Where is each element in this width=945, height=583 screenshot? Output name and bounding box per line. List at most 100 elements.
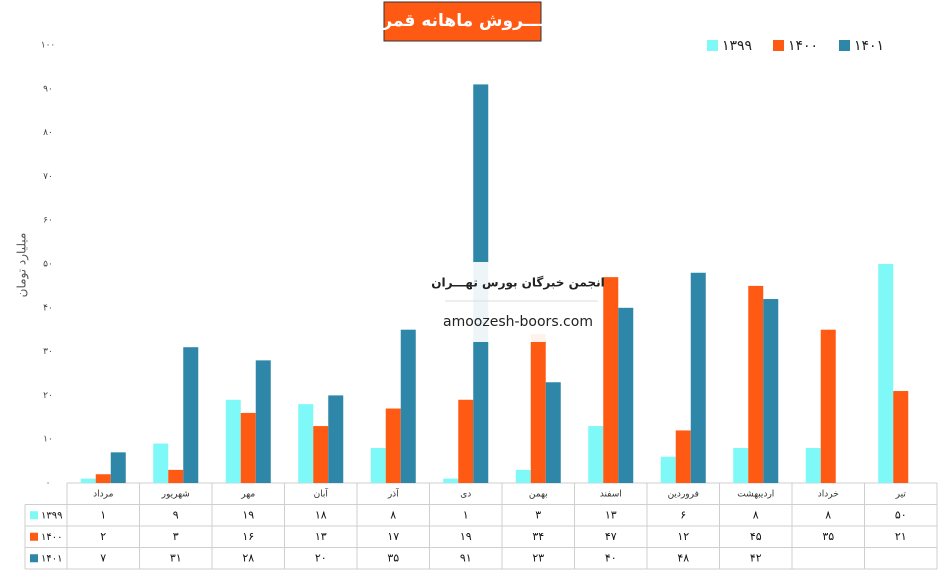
- bar: [298, 404, 314, 483]
- table-series-name: ۱۴۰۱: [41, 553, 62, 564]
- x-tick-label: بهمن: [529, 489, 548, 499]
- table-cell: ۱۷: [387, 530, 399, 543]
- legend-label: ۱۴۰۱: [854, 38, 884, 54]
- bar: [820, 329, 836, 483]
- watermark-url: amoozesh-boors.com: [443, 314, 593, 330]
- bar: [878, 264, 894, 483]
- bar: [660, 456, 676, 483]
- bar: [603, 277, 619, 483]
- table-cell: ۳۴: [532, 530, 544, 543]
- table-cell: ۱۳: [605, 508, 617, 521]
- y-tick-label: ۳۰: [43, 347, 53, 357]
- table-cell: ۲: [100, 530, 106, 543]
- chart-title: فـــروش ماهانه قمرو: [371, 11, 552, 31]
- legend-swatch: [773, 40, 784, 51]
- table-cell: ۱۹: [460, 530, 472, 543]
- bar: [240, 412, 256, 483]
- bar: [370, 447, 386, 483]
- table-cell: ۴۷: [605, 530, 617, 543]
- table-cell: ۲۰: [315, 551, 327, 564]
- bar: [183, 347, 199, 483]
- y-tick-label: ۱۰: [43, 435, 53, 445]
- table-cell: ۱۹: [242, 508, 254, 521]
- bar: [400, 329, 416, 483]
- bar: [110, 452, 126, 483]
- table-cell: ۳۱: [170, 551, 182, 564]
- bar: [545, 382, 561, 483]
- table-cell: ۴۵: [750, 530, 762, 543]
- table-cell: ۳۵: [387, 551, 399, 564]
- bar: [328, 395, 344, 483]
- legend-label: ۱۳۹۹: [722, 38, 752, 54]
- bar: [515, 469, 531, 483]
- x-tick-label: اسفند: [600, 489, 622, 499]
- y-tick-label: ۱۰۰: [41, 41, 56, 51]
- legend-swatch: [839, 40, 850, 51]
- x-tick-label: مرداد: [93, 489, 113, 499]
- bar: [763, 299, 779, 483]
- table-cell: ۳: [535, 508, 541, 521]
- x-tick-label: شهریور: [161, 489, 190, 499]
- bar: [748, 285, 764, 483]
- table-cell: ۹۱: [460, 551, 472, 564]
- y-tick-label: ۹۰: [43, 84, 53, 94]
- table-cell: ۲۳: [532, 551, 544, 564]
- table-cell: ۱۲: [677, 530, 689, 543]
- table-cell: ۱۶: [242, 530, 254, 543]
- bar: [588, 426, 604, 483]
- table-cell: ۱: [463, 508, 469, 521]
- table-cell: ۱۸: [315, 508, 327, 521]
- y-tick-label: ۲۰: [43, 391, 53, 401]
- table-cell: ۳: [173, 530, 179, 543]
- bar: [530, 334, 546, 483]
- bar: [255, 360, 271, 483]
- y-axis-label: میلیارد تومان: [15, 233, 30, 298]
- bar: [675, 430, 691, 483]
- bar: [805, 447, 821, 483]
- table-cell: ۴۸: [677, 551, 689, 564]
- table-legend-swatch: [30, 511, 38, 520]
- x-tick-label: اردیبهشت: [737, 489, 774, 499]
- bar: [443, 478, 459, 483]
- watermark: انجمن خبرگان بورس تهـــران amoozesh-boor…: [431, 262, 605, 342]
- table-cell: ۸: [753, 508, 759, 521]
- x-tick-label: آذر: [387, 487, 399, 499]
- bar: [893, 391, 909, 483]
- table-cell: ۳۵: [822, 530, 834, 543]
- watermark-box: [437, 262, 599, 342]
- y-tick-label: ۶۰: [43, 216, 53, 226]
- table-cell: ۴۰: [605, 551, 617, 564]
- table-cell: ۸: [825, 508, 831, 521]
- y-tick-label: ۴۰: [43, 303, 53, 313]
- y-tick-label: ۷۰: [43, 172, 53, 182]
- table-series-name: ۱۴۰۰: [41, 532, 62, 543]
- y-tick-label: ۰: [46, 479, 51, 489]
- bar: [733, 447, 749, 483]
- y-tick-label: ۸۰: [43, 128, 53, 138]
- title-box: [383, 1, 542, 42]
- bar: [313, 426, 329, 483]
- bar: [690, 272, 706, 483]
- legend-label: ۱۴۰۰: [788, 38, 818, 54]
- table-cell: ۲۸: [242, 551, 254, 564]
- bar: [225, 399, 241, 483]
- table-cell: ۷: [100, 551, 106, 564]
- watermark-title: انجمن خبرگان بورس تهـــران: [431, 276, 604, 291]
- bar: [385, 408, 401, 483]
- bar: [80, 478, 96, 483]
- table-cell: ۲۱: [895, 530, 907, 543]
- table-cell: ۴۲: [750, 551, 762, 564]
- y-tick-label: ۵۰: [43, 260, 53, 270]
- x-tick-label: دی: [460, 489, 471, 499]
- bar: [458, 399, 474, 483]
- bar: [153, 443, 169, 483]
- x-tick-label: تیر: [895, 489, 907, 499]
- x-tick-label: آبان: [314, 487, 329, 499]
- bar: [168, 469, 184, 483]
- x-tick-label: مهر: [240, 489, 255, 499]
- table-legend-swatch: [30, 554, 38, 563]
- table-cell: ۵۰: [895, 508, 907, 521]
- x-tick-label: فروردین: [668, 489, 699, 499]
- x-tick-label: خرداد: [818, 489, 839, 499]
